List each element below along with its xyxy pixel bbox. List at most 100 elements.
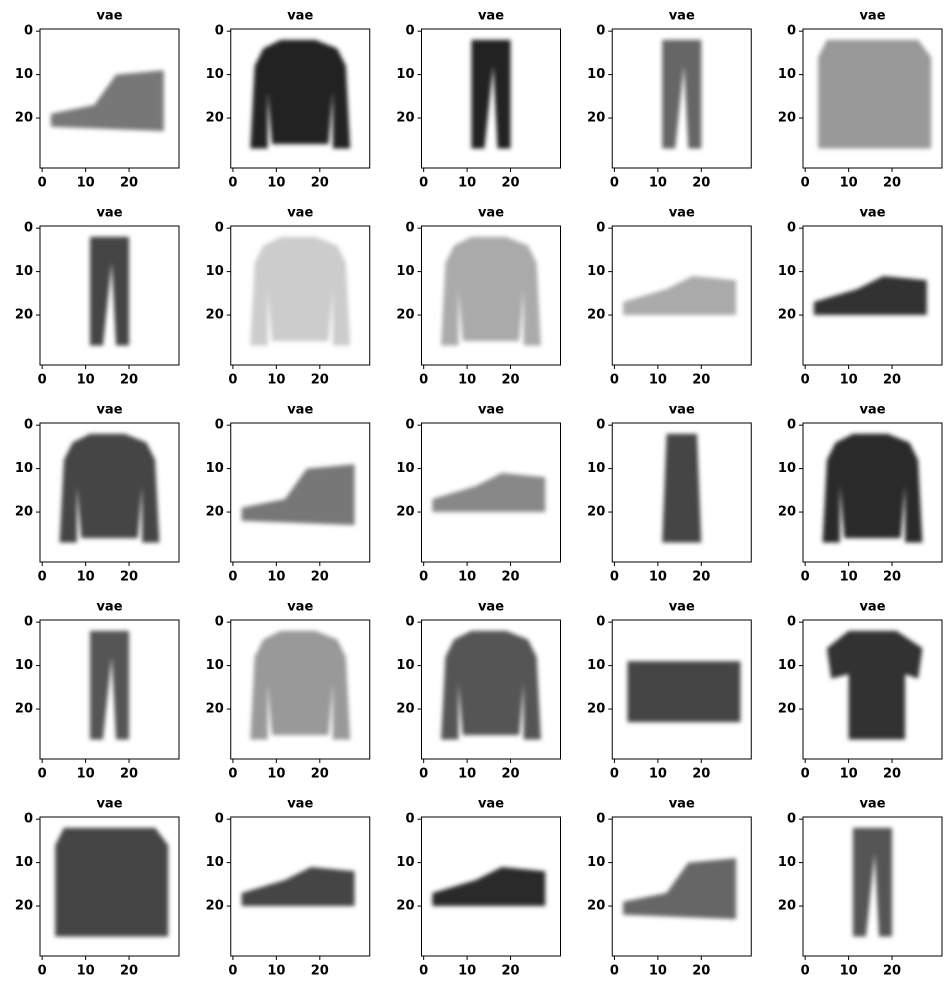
axes-frame: [39, 28, 180, 169]
y-tick-label: 0: [596, 418, 605, 433]
x-tick-label: 10: [77, 964, 95, 979]
axes-frame: [421, 422, 561, 563]
silhouette: [471, 39, 511, 149]
x-tick-label: 20: [502, 176, 520, 191]
y-tick-label: 0: [405, 221, 414, 236]
subplot: vae 0 10 20 0 10 20: [778, 600, 943, 782]
x-tick-label: 10: [267, 767, 285, 782]
y-tick-label: 0: [24, 812, 33, 827]
y-tick-label: 0: [24, 24, 33, 39]
y-tick-label: 10: [206, 461, 224, 476]
x-tick-label: 10: [77, 373, 95, 388]
silhouette: [822, 433, 923, 543]
x-tick-label: 10: [458, 570, 476, 585]
image: [803, 620, 942, 759]
y-tick-label: 10: [587, 658, 605, 673]
x-tick-label: 0: [38, 373, 47, 388]
x-tick-label: 0: [38, 767, 47, 782]
image: [612, 817, 752, 956]
y-tick-label: 20: [587, 505, 605, 520]
y-tick-label: 20: [587, 308, 605, 323]
x-tick-label: 20: [120, 767, 138, 782]
subplot-title: vae: [669, 600, 695, 615]
subplot-title: vae: [478, 9, 504, 24]
x-tick-label: 10: [649, 964, 667, 979]
axes-frame: [421, 28, 561, 169]
x-tick-label: 20: [883, 176, 901, 191]
y-tick-label: 10: [778, 67, 796, 82]
y-tick-label: 20: [778, 702, 796, 717]
x-tick-label: 20: [311, 176, 329, 191]
x-tick-label: 20: [311, 373, 329, 388]
y-tick-label: 10: [15, 855, 33, 870]
axes-frame: [421, 225, 561, 366]
x-tick-label: 20: [692, 176, 710, 191]
silhouette: [826, 630, 923, 740]
subplot-title: vae: [669, 9, 695, 24]
subplot: vae 0 10 20 0 10 20: [587, 797, 752, 979]
y-tick-label: 10: [15, 658, 33, 673]
subplot: vae 0 10 20 0 10 20: [778, 9, 943, 191]
axes-frame: [39, 422, 180, 563]
x-tick-label: 10: [458, 176, 476, 191]
y-tick-label: 0: [596, 24, 605, 39]
x-tick-label: 10: [649, 570, 667, 585]
silhouette: [241, 464, 355, 526]
y-tick-label: 0: [215, 418, 224, 433]
x-tick-label: 10: [840, 570, 858, 585]
subplot-title: vae: [96, 9, 122, 24]
axes-frame: [230, 225, 371, 366]
y-tick-label: 20: [396, 308, 414, 323]
y-tick-label: 20: [396, 111, 414, 126]
subplot: vae 0 10 20 0 10 20: [396, 206, 561, 388]
image: [803, 817, 942, 956]
subplot: vae 0 10 20 0 10 20: [587, 600, 752, 782]
image: [803, 29, 942, 168]
y-tick-label: 0: [24, 615, 33, 630]
subplot-title: vae: [478, 600, 504, 615]
y-tick-label: 10: [396, 264, 414, 279]
axes-frame: [802, 816, 943, 957]
subplot-title: vae: [96, 403, 122, 418]
x-tick-label: 0: [419, 570, 428, 585]
axes-frame: [39, 225, 180, 366]
image: [612, 423, 752, 562]
subplot: vae 0 10 20 0 10 20: [206, 9, 371, 191]
y-tick-label: 0: [215, 615, 224, 630]
x-tick-label: 0: [419, 767, 428, 782]
image: [40, 620, 179, 759]
image: [421, 423, 561, 562]
x-tick-label: 10: [267, 964, 285, 979]
x-tick-label: 10: [267, 570, 285, 585]
axes-frame: [39, 619, 180, 760]
y-tick-label: 10: [587, 461, 605, 476]
y-tick-label: 20: [15, 505, 33, 520]
y-tick-label: 0: [596, 615, 605, 630]
x-tick-label: 10: [840, 964, 858, 979]
subplot: vae 0 10 20 0 10 20: [396, 9, 561, 191]
subplot-title: vae: [287, 797, 313, 812]
subplot-title: vae: [287, 600, 313, 615]
subplot: vae 0 10 20 0 10 20: [778, 797, 943, 979]
x-tick-label: 10: [458, 373, 476, 388]
x-tick-label: 20: [692, 373, 710, 388]
image: [230, 423, 370, 562]
x-tick-label: 0: [801, 767, 810, 782]
y-tick-label: 10: [15, 461, 33, 476]
y-tick-label: 0: [596, 812, 605, 827]
y-tick-label: 10: [15, 67, 33, 82]
subplot-title: vae: [859, 9, 885, 24]
y-tick-label: 10: [778, 855, 796, 870]
y-tick-label: 20: [396, 702, 414, 717]
axes-frame: [230, 422, 371, 563]
x-tick-label: 20: [883, 767, 901, 782]
image: [612, 226, 752, 365]
subplot: vae 0 10 20 0 10 20: [15, 797, 180, 979]
subplot: vae 0 10 20 0 10 20: [587, 206, 752, 388]
x-tick-label: 0: [610, 964, 619, 979]
x-tick-label: 20: [883, 964, 901, 979]
axes-frame: [611, 816, 752, 957]
x-tick-label: 10: [649, 176, 667, 191]
y-tick-label: 20: [15, 702, 33, 717]
